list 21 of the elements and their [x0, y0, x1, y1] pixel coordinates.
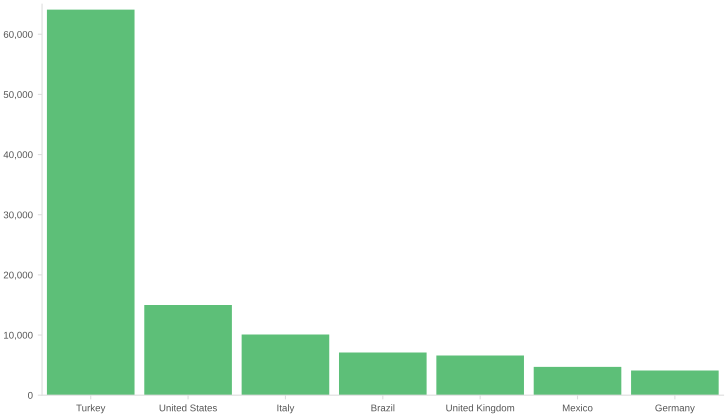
- y-tick-label: 20,000: [4, 272, 33, 280]
- y-tick-label: 30,000: [4, 211, 33, 220]
- x-tick-label: Italy: [277, 404, 294, 414]
- bar: [631, 370, 719, 396]
- y-tick-label: 0: [28, 392, 33, 399]
- bar: [534, 366, 622, 396]
- x-tick-label: Brazil: [371, 404, 394, 412]
- bar: [242, 334, 330, 396]
- x-tick-label: Turkey: [76, 404, 106, 414]
- y-tick-label: 50,000: [4, 91, 33, 100]
- y-tick-label: 10,000: [4, 332, 33, 340]
- bar: [144, 304, 232, 396]
- x-tick-label: United States: [160, 404, 217, 412]
- x-tick-label: Germany: [655, 404, 695, 414]
- y-tick-label: 60,000: [4, 30, 33, 40]
- x-tick-label: Mexico: [562, 404, 593, 412]
- bar: [46, 10, 135, 396]
- y-tick-label: 40,000: [4, 151, 33, 160]
- bar: [338, 352, 427, 396]
- x-tick-label: United Kingdom: [446, 404, 514, 414]
- bar: [436, 355, 524, 396]
